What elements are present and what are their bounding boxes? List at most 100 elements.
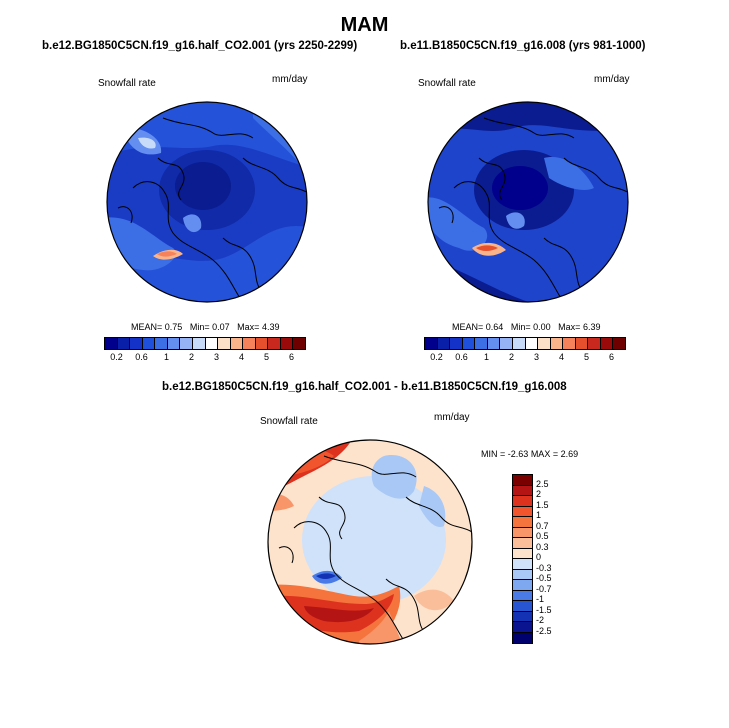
colorbar-tick-label: 0.6 [455,352,468,362]
diff-colorbar-ticks: 2.5 2 1.5 1 0.7 0.5 0.3 0 -0.3 -0.5 -0.7 -1 -1.5 -2 -2… [536,474,576,644]
diff-min-label: MIN = [481,449,506,459]
colorbar-cell [513,569,532,580]
colorbar-cell [192,338,206,349]
colorbar-cell [142,338,156,349]
right-colorbar-ticks: 0.2 0.6 1 2 3 4 5 6 [424,352,626,364]
colorbar-tick-label: 1 [163,352,169,362]
figure-title: MAM [340,14,389,36]
colorbar-cell [105,338,118,349]
left-colorbar-ticks: 0.2 0.6 1 2 3 4 5 6 [104,352,306,364]
colorbar-tick-label: -1 [536,594,545,604]
colorbar-cell [268,338,281,349]
colorbar-cell [588,338,601,349]
diff-panel-title: b.e12.BG1850C5CN.f19_g16.half_CO2.001 - … [162,381,567,393]
colorbar-tick-label: 5 [583,352,589,362]
colorbar-cell [512,338,526,349]
left-mean-label: MEAN= [131,322,163,332]
colorbar-cell [513,548,532,559]
left-max-value: 4.39 [261,322,280,332]
colorbar-tick-label: 4 [558,352,564,362]
colorbar-cell [255,338,269,349]
colorbar-tick-label: 0 [536,552,542,562]
colorbar-tick-label: -2.5 [536,625,552,636]
left-min-label: Min= [189,322,210,332]
colorbar-cell [117,338,131,349]
colorbar-cell [513,611,532,622]
colorbar-cell [462,338,476,349]
colorbar-cell [293,338,305,349]
colorbar-cell [487,338,501,349]
colorbar-cell [513,538,532,549]
colorbar-tick-label: 4 [238,352,244,362]
colorbar-tick-label: 5 [263,352,269,362]
colorbar-tick-label: -1.5 [536,604,552,615]
right-min-label: Min= [510,322,531,332]
right-max-label: Max= [558,322,581,332]
diff-colorbar [512,474,533,644]
colorbar-cell [513,475,532,486]
colorbar-tick-label: -0.5 [536,573,552,583]
colorbar-cell [218,338,231,349]
right-units-label: mm/day [594,74,630,85]
colorbar-cell [155,338,168,349]
colorbar-tick-label: 6 [608,352,614,362]
colorbar-tick-label: 3 [213,352,219,362]
colorbar-tick-label: 0.7 [536,520,549,531]
right-colorbar [424,337,626,350]
colorbar-cell [425,338,438,349]
colorbar-cell [550,338,564,349]
colorbar-tick-label: 1 [483,352,489,362]
colorbar-cell [437,338,451,349]
colorbar-tick-label: -0.3 [536,562,552,573]
colorbar-cell [513,590,532,601]
colorbar-cell [500,338,513,349]
colorbar-cell [280,338,294,349]
colorbar-cell [205,338,219,349]
colorbar-cell [180,338,193,349]
colorbar-tick-label: 0.2 [110,352,123,362]
colorbar-cell [538,338,551,349]
colorbar-tick-label: 1 [536,510,542,520]
colorbar-cell [513,622,532,633]
colorbar-cell [513,496,532,507]
diff-polar-map [267,439,473,645]
colorbar-tick-label: -2 [536,615,545,625]
colorbar-cell [513,559,532,570]
diff-units-label: mm/day [434,412,470,423]
colorbar-cell [513,517,532,528]
colorbar-cell [613,338,625,349]
colorbar-cell [475,338,488,349]
colorbar-tick-label: 6 [288,352,294,362]
colorbar-cell [563,338,576,349]
left-units-label: mm/day [272,74,308,85]
diff-max-label: MAX = [530,449,559,459]
colorbar-tick-label: 2 [536,489,542,499]
left-colorbar [104,337,306,350]
colorbar-cell [513,580,532,591]
colorbar-tick-label: 1.5 [536,499,549,510]
diff-min-value: -2.63 [507,449,529,459]
colorbar-cell [230,338,244,349]
colorbar-cell [450,338,463,349]
colorbar-cell [130,338,143,349]
left-min-value: 0.07 [212,322,230,332]
right-polar-map [427,101,629,303]
right-panel-title: b.e11.B1850C5CN.f19_g16.008 (yrs 981-100… [400,40,646,52]
right-mean-value: 0.64 [485,322,504,332]
diff-max-value: 2.69 [560,449,579,459]
colorbar-cell [167,338,181,349]
colorbar-cell [513,506,532,517]
diff-variable-label: Snowfall rate [260,416,318,427]
colorbar-tick-label: 2.5 [536,478,549,489]
diff-minmax: MIN = -2.63 MAX = 2.69 [481,449,578,459]
colorbar-tick-label: 0.3 [536,541,549,552]
colorbar-tick-label: 0.2 [430,352,443,362]
colorbar-tick-label: 0.6 [135,352,148,362]
left-variable-label: Snowfall rate [98,78,156,89]
right-max-value: 6.39 [582,322,601,332]
colorbar-cell [513,485,532,496]
colorbar-cell [513,527,532,538]
colorbar-tick-label: 2 [188,352,194,362]
right-mean-label: MEAN= [452,322,484,332]
colorbar-cell [513,632,532,643]
